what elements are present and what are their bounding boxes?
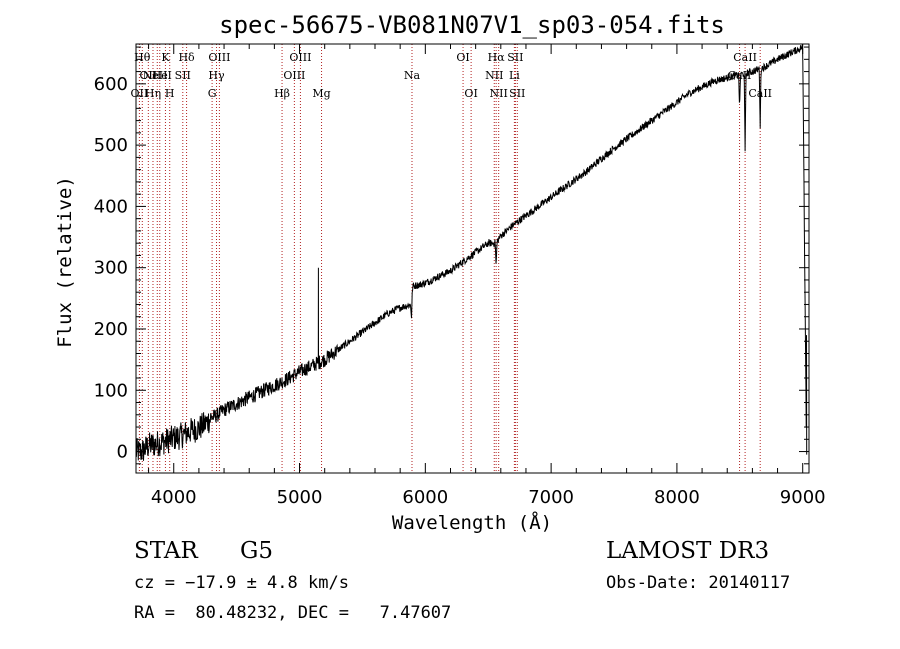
spectral-line-label: OI <box>456 51 469 64</box>
spectrum-line <box>135 44 808 461</box>
y-tick-label: 100 <box>94 380 128 401</box>
x-tick-label: 7000 <box>528 487 574 508</box>
x-axis: 4000 5000 6000 7000 8000 9000 <box>148 44 826 508</box>
y-axis-label: Flux (relative) <box>54 176 76 348</box>
spectral-line-label: Hγ <box>208 69 225 82</box>
x-tick-label: 5000 <box>277 487 323 508</box>
x-tick-label: 4000 <box>151 487 197 508</box>
coordinates: RA = 80.48232, DEC = 7.47607 <box>134 603 452 623</box>
spectral-line-label: Na <box>404 69 421 82</box>
spectral-line-label: NeIII <box>143 69 172 82</box>
y-tick-label: 0 <box>117 442 128 463</box>
y-tick-label: 600 <box>94 74 128 95</box>
plot-frame <box>135 43 810 474</box>
spectral-line-labels: OIIHθOIIHηNeIIIHeKHSIIHδGHγOIIIHβOIIIOII… <box>131 51 772 100</box>
survey-name: LAMOST DR3 <box>606 538 770 564</box>
y-tick-label: 400 <box>94 196 128 217</box>
spectral-line-label: OIII <box>289 51 311 64</box>
spectral-line-label: OIII <box>208 51 230 64</box>
spectral-line-label: SII <box>509 87 525 100</box>
x-tick-label: 9000 <box>780 487 826 508</box>
spectral-line-label: G <box>208 87 217 100</box>
observation-date: Obs-Date: 20140117 <box>606 573 791 593</box>
spectral-line-label: H <box>165 87 175 100</box>
object-subclass: G5 <box>240 538 274 564</box>
spectral-line-label: Hη <box>145 87 161 100</box>
spectral-line-label: He <box>152 69 168 82</box>
redshift-velocity: cz = −17.9 ± 4.8 km/s <box>134 573 349 593</box>
spectral-line-label: Hα <box>488 51 506 64</box>
spectral-line-label: K <box>161 51 170 64</box>
y-tick-label: 200 <box>94 319 128 340</box>
x-axis-label: Wavelength (Å) <box>392 511 552 534</box>
spectral-line-label: CaII <box>733 51 757 64</box>
y-tick-label: 500 <box>94 135 128 156</box>
y-tick-label: 300 <box>94 258 128 279</box>
spectral-line-label: OII <box>139 69 157 82</box>
spectral-line-label: Mg <box>312 87 330 100</box>
chart-title: spec-56675-VB081N07V1_sp03-054.fits <box>219 11 725 39</box>
y-axis: 0 100 200 300 400 500 600 <box>94 46 809 465</box>
spectral-line-label: OI <box>464 87 477 100</box>
spectral-line-label: Hδ <box>178 51 195 64</box>
x-tick-label: 6000 <box>402 487 448 508</box>
spectral-line-label: NII <box>490 87 508 100</box>
spectral-line-label: NII <box>485 69 503 82</box>
spectral-line-label: SII <box>175 69 191 82</box>
spectral-line-label: Hθ <box>134 51 151 64</box>
spectral-line-label: SII <box>507 51 523 64</box>
spectral-line-label: OII <box>131 87 149 100</box>
object-class: STAR <box>134 538 198 564</box>
spectral-line-markers <box>138 44 761 473</box>
x-tick-label: 8000 <box>654 487 700 508</box>
spectral-line-label: OIII <box>283 69 305 82</box>
spectral-line-label: Hβ <box>274 87 290 100</box>
spectral-line-label: Li <box>509 69 520 82</box>
